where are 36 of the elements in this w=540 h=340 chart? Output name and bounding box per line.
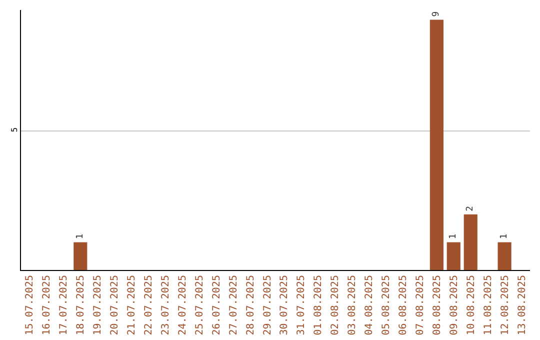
x-tick-label: 10.08.2025 [466, 275, 477, 336]
x-tick-label: 05.08.2025 [381, 275, 392, 336]
x-tick-label: 30.07.2025 [279, 275, 290, 336]
x-tick-label: 19.07.2025 [92, 275, 104, 336]
x-tick-label: 13.08.2025 [516, 275, 528, 336]
y-tick-label: 5 [10, 127, 19, 132]
x-tick-label: 16.07.2025 [42, 275, 53, 336]
x-tick-label: 12.08.2025 [500, 275, 511, 336]
x-tick-label: 26.07.2025 [211, 275, 222, 336]
x-tick-label: 24.07.2025 [177, 275, 188, 336]
x-tick-label: 18.07.2025 [76, 275, 87, 336]
x-tick-label: 15.07.2025 [24, 275, 36, 336]
x-tick-label: 20.07.2025 [110, 275, 121, 336]
x-tick-label: 23.07.2025 [160, 275, 172, 336]
data-label: 2 [466, 206, 476, 212]
x-tick-label: 22.07.2025 [144, 275, 154, 336]
x-tick-label: 27.07.2025 [228, 275, 240, 336]
x-tick-label: 01.08.2025 [313, 275, 324, 336]
data-label: 1 [500, 234, 510, 240]
x-tick-label: 03.08.2025 [347, 275, 358, 336]
x-tick-label: 08.08.2025 [432, 275, 443, 336]
x-tick-label: 21.07.2025 [126, 275, 138, 336]
x-tick-label: 04.08.2025 [364, 275, 376, 336]
data-label: 1 [75, 234, 86, 240]
x-tick-label: 06.08.2025 [398, 275, 409, 336]
x-tick-label: 17.07.2025 [58, 275, 70, 336]
x-tick-label: 11.08.2025 [482, 275, 494, 336]
x-tick-label: 29.07.2025 [262, 275, 274, 336]
data-label: 9 [432, 11, 442, 17]
x-tick-label: 31.07.2025 [296, 275, 308, 336]
x-tick-label: 02.08.2025 [330, 275, 342, 336]
x-tick-label: 28.07.2025 [245, 275, 256, 336]
data-label: 1 [448, 234, 459, 240]
x-tick-label: 07.08.2025 [414, 275, 426, 336]
x-tick-label: 25.07.2025 [194, 275, 206, 336]
x-tick-label: 09.08.2025 [448, 275, 460, 336]
